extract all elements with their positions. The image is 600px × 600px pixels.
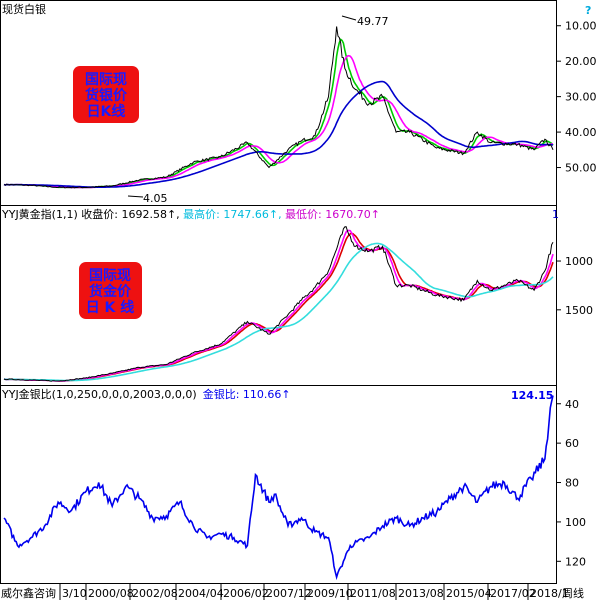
- ratio-series-group: [3, 395, 554, 581]
- ratio-y-tick-label: 60: [565, 437, 579, 450]
- silver-corner-mark: ?: [585, 4, 591, 17]
- x-axis-label: 2000/08: [88, 587, 134, 600]
- gold-badge-line-2: 货金价: [88, 283, 132, 300]
- silver-panel-title: 现货白银: [2, 2, 46, 16]
- gold-badge: 国际现 货金价 日 K 线: [79, 262, 142, 319]
- ratio-peak-value: 124.15: [511, 389, 553, 402]
- x-axis-label: 2013/08: [398, 587, 444, 600]
- gold-low-text: 最低价: 1670.70↑: [285, 208, 380, 221]
- silver-y-tick-label: 40.00: [565, 126, 597, 139]
- y-axis-ticks: 50.00 40.00 30.00 20.00 10.00 1500 1000 120 100 8…: [556, 20, 597, 568]
- ratio-price-line: [3, 395, 554, 581]
- x-axis-label: 3/10: [62, 587, 87, 600]
- silver-y-tick-label: 10.00: [565, 20, 597, 33]
- gold-badge-line-1: 国际现: [89, 268, 131, 284]
- gold-moving-average-line-3: [3, 242, 554, 382]
- gold-panel-title: YYJ黄金指(1,1) 收盘价: 1692.58↑, 最高价: 1747.66↑…: [1, 207, 380, 221]
- silver-peak-pointer: [341, 15, 357, 21]
- gold-badge-bg: [79, 262, 142, 319]
- ratio-panel-frame: [0, 385, 557, 584]
- ratio-params-text: YYJ金银比(1,0,250,0,0,0,2003,0,0,0): [1, 387, 197, 401]
- x-axis-label: 威尔鑫咨询: [1, 586, 56, 600]
- silver-price-line: [3, 26, 554, 189]
- silver-y-tick-label: 20.00: [565, 55, 597, 68]
- ratio-y-tick-label: 100: [565, 516, 586, 529]
- gold-y-tick-label: 1500: [565, 304, 593, 317]
- silver-series-group: [3, 26, 554, 189]
- x-axis-label: 2002/08: [132, 587, 178, 600]
- ratio-y-tick-label: 80: [565, 477, 579, 490]
- x-axis-label: 2004/04: [178, 587, 224, 600]
- ratio-value-text: 金银比: 110.66↑: [203, 387, 291, 401]
- gold-series-group: [3, 226, 554, 382]
- ratio-y-tick-label: 120: [565, 555, 586, 568]
- x-axis-label: 2015/04: [446, 587, 492, 600]
- silver-badge-line-2: 货银价: [84, 87, 128, 104]
- gold-price-line: [3, 226, 554, 382]
- silver-peak-label: 49.77: [357, 15, 389, 28]
- silver-badge: 国际现 货银价 日K线: [73, 66, 139, 123]
- period-label: 周线: [562, 586, 584, 600]
- ratio-y-tick-label: 40: [565, 398, 579, 411]
- x-axis-label: 2009/10: [307, 587, 353, 600]
- silver-badge-line-1: 国际现: [85, 72, 127, 88]
- gold-corner-mark: 1: [552, 208, 559, 221]
- silver-low-label: 4.05: [143, 192, 168, 205]
- silver-badge-line-3: 日K线: [87, 103, 126, 120]
- silver-y-tick-label: 50.00: [565, 162, 597, 175]
- gold-close-text: YYJ黄金指(1,1) 收盘价: 1692.58↑,: [1, 207, 183, 221]
- silver-badge-bg: [73, 66, 139, 123]
- x-axis-label: 2018/1: [530, 587, 569, 600]
- ratio-panel-title: YYJ金银比(1,0,250,0,0,0,2003,0,0,0) 金银比: 110…: [1, 387, 291, 401]
- silver-y-tick-label: 30.00: [565, 91, 597, 104]
- silver-low-pointer: [127, 195, 144, 198]
- gold-y-tick-label: 1000: [565, 255, 593, 268]
- gold-high-text: 最高价: 1747.66↑,: [183, 207, 285, 221]
- gold-badge-line-3: 日 K 线: [86, 299, 135, 316]
- x-axis-label: 2006/02: [223, 587, 269, 600]
- x-axis-label: 2017/02: [490, 587, 536, 600]
- x-axis-label: 2011/08: [350, 587, 396, 600]
- x-axis-label: 2007/12: [266, 587, 312, 600]
